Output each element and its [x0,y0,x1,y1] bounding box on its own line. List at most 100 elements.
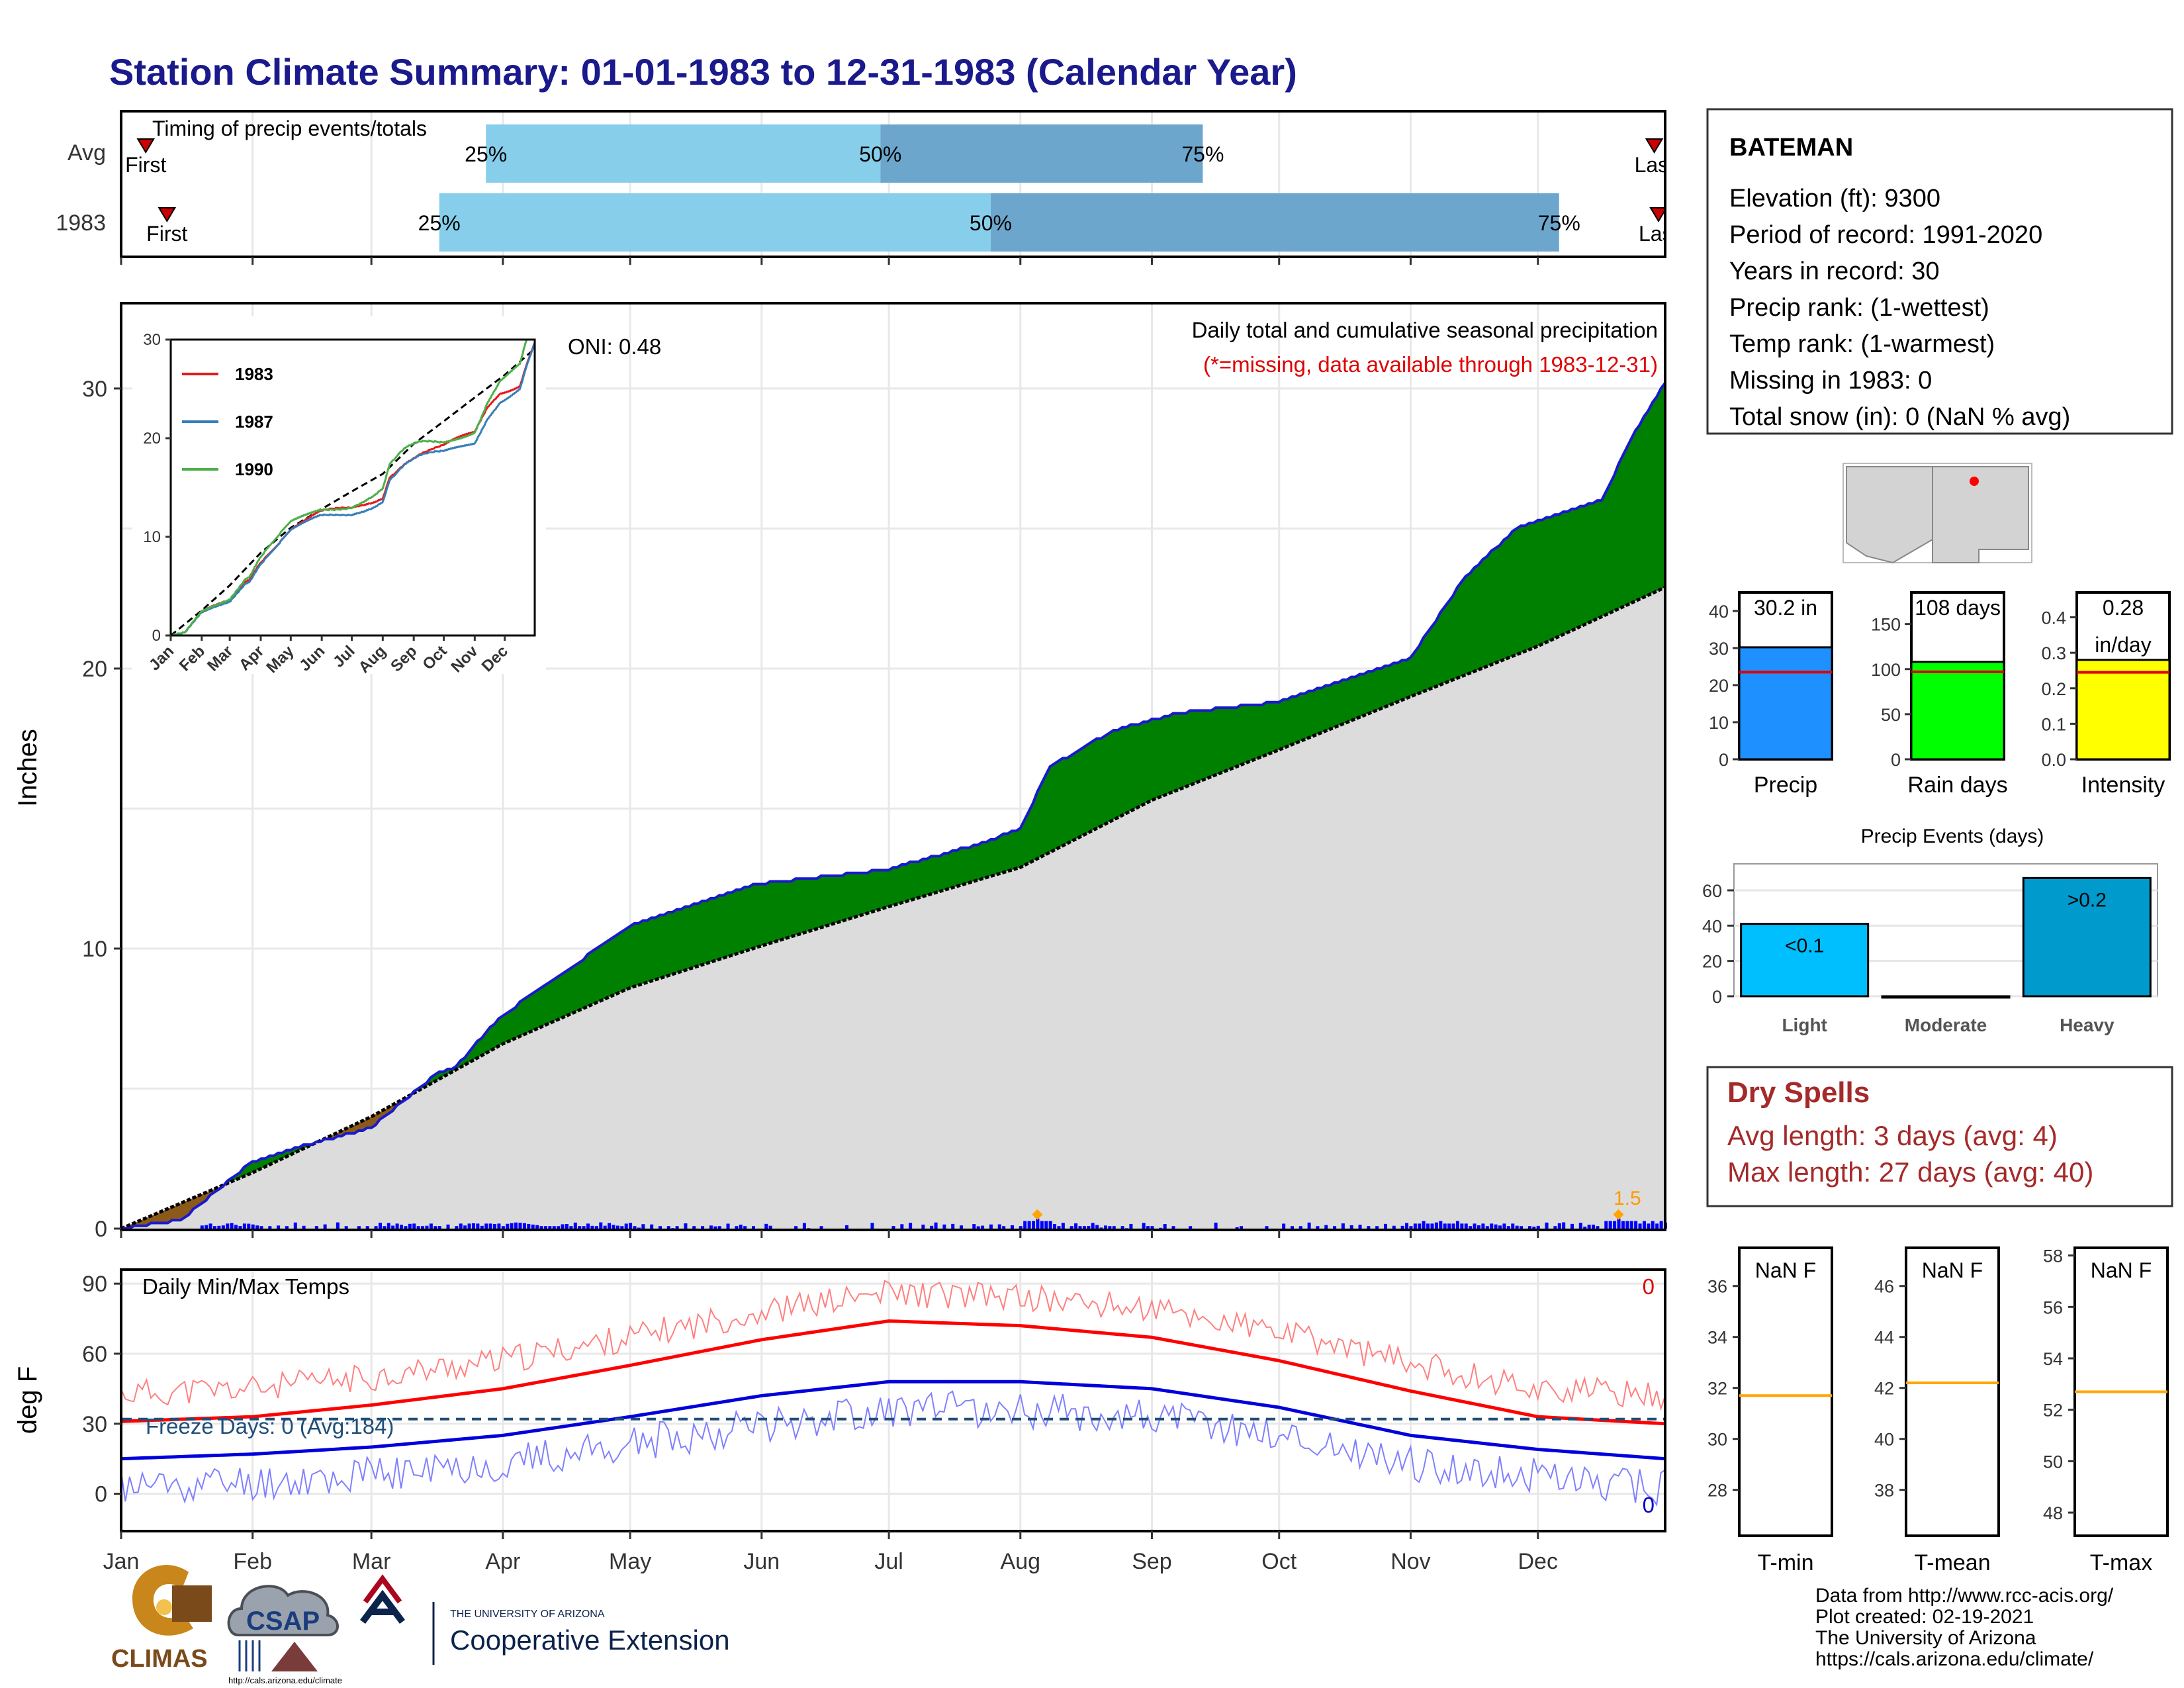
ua-small-text: THE UNIVERSITY OF ARIZONA [450,1609,605,1620]
daily-precip-bar [1125,1228,1129,1229]
daily-precip-bar [510,1223,514,1229]
temp-panel: 0 30 60 90 deg F Daily Min/Max Temps 0 0 Fr… [13,1268,1666,1532]
timing-quantile-label: 75% [1538,211,1580,235]
daily-precip-bar [1596,1226,1600,1229]
daily-precip-bar [942,1224,946,1229]
daily-precip-bar [713,1226,717,1229]
precip-ytick-label: 20 [82,657,107,682]
events-category-label: Light [1782,1015,1827,1035]
daily-precip-bar [1527,1226,1531,1229]
events-category-label: Heavy [2060,1015,2115,1035]
daily-precip-bar [1570,1223,1574,1229]
daily-precip-bar [870,1223,874,1229]
daily-precip-bar [548,1226,552,1229]
csap-bars-icon [238,1640,261,1671]
daily-precip-bar [467,1223,471,1229]
mini-bar-ytick-label: 50 [1881,705,1901,725]
first-event-marker [158,207,177,222]
daily-precip-bar [302,1225,306,1229]
daily-precip-bar [1583,1227,1587,1229]
mini-bar-ytick-label: 0.0 [2041,750,2066,770]
daily-precip-bar [463,1225,467,1229]
hi-count: 0 [1643,1274,1655,1299]
timing-quantile-label: 50% [859,142,901,166]
last-event-label: Last [1635,153,1675,177]
daily-precip-bar [247,1223,251,1229]
daily-min-line [120,1390,1666,1507]
daily-precip-bar [1240,1226,1244,1229]
inset-series-line [171,338,535,637]
inset-frame [169,338,536,637]
daily-precip-bar [794,1226,798,1229]
daily-precip-bar [1592,1225,1596,1229]
daily-precip-bar [1655,1223,1659,1229]
daily-precip-bar [709,1225,713,1229]
daily-precip-bar [739,1225,743,1229]
daily-precip-bar [751,1226,755,1229]
station-info-box: BATEMAN Elevation (ft): 9300 Period of re… [1706,108,2173,435]
daily-precip-bar [433,1226,437,1229]
daily-precip-bar [408,1223,412,1229]
daily-precip-bar [1617,1218,1621,1229]
daily-precip-bar [921,1224,925,1229]
tbox-ytick-label: 52 [2043,1401,2063,1421]
daily-precip-bar [238,1226,242,1229]
daily-precip-bar [1069,1226,1073,1229]
daily-precip-bar [230,1223,234,1229]
daily-precip-bar [1439,1221,1443,1229]
daily-precip-bar [1027,1221,1031,1229]
station-info-line: Total snow (in): 0 (NaN % avg) [1729,403,2070,431]
mini-bar-chart-1: 108 days 0 50 100 150 Rain days [1871,591,2008,798]
daily-precip-bar [234,1225,238,1229]
daily-precip-bar [735,1226,739,1229]
daily-precip-bar [1455,1221,1459,1229]
daily-precip-bar [1010,1225,1014,1229]
daily-precip-bar [471,1223,475,1229]
daily-precip-bar [1061,1223,1065,1229]
daily-precip-bar [891,1226,895,1229]
daily-precip-bar [666,1226,670,1229]
events-ytick-label: 20 [1702,952,1722,972]
location-map [1843,463,2032,564]
dry-spells-box: Dry Spells Avg length: 3 days (avg: 4) M… [1706,1066,2173,1207]
station-info-line: Period of record: 1991-2020 [1729,221,2042,249]
month-label: Sep [1132,1549,1172,1574]
tbox-ytick-label: 58 [2043,1246,2063,1266]
dry-spells-title: Dry Spells [1727,1076,1870,1109]
daily-precip-bar [1553,1226,1557,1229]
daily-precip-bar [374,1226,378,1229]
footer-credit-line: Data from http://www.rcc-acis.org/ [1815,1585,2114,1607]
first-event-label: First [125,153,166,177]
daily-precip-bar [336,1222,340,1229]
daily-precip-bar [1469,1226,1473,1229]
tbox-axis-label: T-mean [1914,1550,1990,1575]
daily-precip-bar [221,1225,225,1229]
precip-ytick-label: 0 [95,1217,107,1242]
daily-precip-bar [251,1224,255,1229]
events-bar-moderate [1881,995,2011,999]
csap-cloud-icon [227,1585,339,1636]
daily-precip-bar [960,1225,964,1229]
freeze-days-label: Freeze Days: 0 (Avg:184) [146,1414,394,1438]
events-bar-light [1740,923,1870,998]
daily-precip-bar [226,1223,230,1229]
page-title: Station Climate Summary: 01-01-1983 to 1… [109,51,1297,93]
timing-row-year-label: 1983 [56,211,106,236]
events-category-label: Moderate [1905,1015,1987,1035]
station-info-frame [1706,108,2173,435]
daily-precip-bar [1082,1226,1086,1229]
station-info-line: Temp rank: (1-warmest) [1729,330,1995,358]
daily-precip-bar [378,1223,382,1229]
daily-precip-bar [1451,1223,1455,1229]
daily-precip-bar [1651,1221,1655,1229]
daily-precip-bar [213,1226,217,1229]
last-event-label: Last [1639,222,1679,246]
daily-precip-bar [658,1226,662,1229]
daily-precip-bar [557,1226,561,1229]
timing-bar-q50-q75 [880,124,1203,183]
daily-precip-bar [764,1223,768,1229]
daily-precip-bar [934,1222,938,1229]
inset-ytick-label: 10 [143,528,161,546]
summary-bar-charts: 30.2 in 0 10 20 30 40 Precip 108 days 0 50 100 150 R… [1709,591,2171,798]
month-label: Jun [743,1549,780,1574]
